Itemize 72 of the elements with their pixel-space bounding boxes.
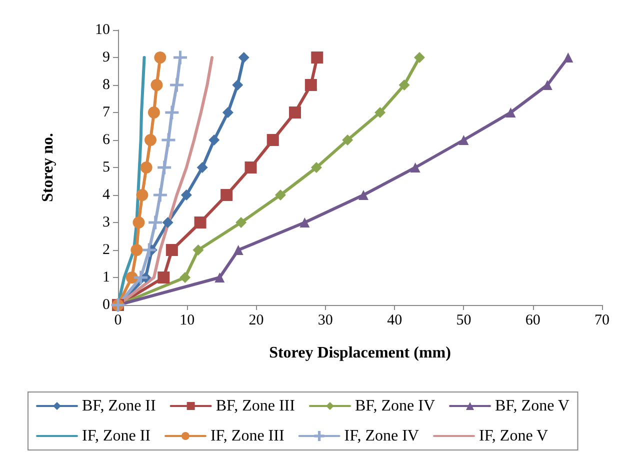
point [342, 134, 354, 146]
point [166, 244, 178, 256]
point [148, 106, 160, 118]
x-axis-title: Storey Displacement (mm) [269, 344, 451, 362]
y-tick-label: 10 [95, 22, 110, 38]
point [126, 272, 138, 284]
point [266, 134, 279, 146]
point [194, 216, 206, 228]
point [232, 80, 244, 90]
point [244, 162, 257, 174]
x-tick-label: 60 [525, 312, 540, 328]
point [563, 52, 574, 62]
point [220, 189, 233, 201]
legend-label: IF, Zone III [210, 428, 284, 444]
legend-label: BF, Zone II [82, 398, 156, 414]
x-tick-label: 50 [456, 312, 472, 328]
point [214, 272, 225, 282]
y-tick-label: 0 [102, 297, 110, 313]
point [414, 52, 425, 63]
x-tick-label: 20 [248, 312, 264, 328]
y-tick-label: 5 [102, 160, 110, 176]
point [140, 162, 152, 174]
point [304, 79, 317, 91]
point [289, 106, 302, 118]
point [410, 162, 420, 172]
y-tick-label: 2 [102, 242, 110, 258]
y-tick-label: 3 [102, 214, 110, 230]
point [192, 244, 204, 256]
point [542, 80, 552, 90]
y-tick-label: 4 [102, 187, 110, 203]
point [222, 107, 234, 118]
point [154, 52, 166, 64]
legend-label: BF, Zone V [495, 398, 570, 414]
legend-label: IF, Zone IV [344, 428, 420, 444]
point [162, 217, 174, 228]
point [398, 80, 410, 90]
y-tick-label: 9 [102, 50, 110, 66]
point [180, 272, 191, 283]
point [274, 190, 286, 200]
legend-label: IF, Zone II [82, 428, 150, 444]
legend-label: BF, Zone III [216, 398, 295, 414]
point [132, 216, 145, 228]
point [458, 135, 469, 145]
y-tick-label: 6 [102, 132, 110, 148]
y-tick-label: 8 [102, 77, 110, 93]
y-axis-title: Storey no. [40, 132, 56, 202]
point [311, 52, 324, 64]
point [233, 245, 244, 255]
legend-label: IF, Zone V [478, 428, 549, 444]
point [158, 272, 170, 284]
point [238, 52, 250, 63]
y-tick-label: 7 [102, 104, 110, 120]
point [300, 218, 310, 228]
point [208, 134, 220, 146]
point [144, 134, 156, 146]
point [180, 190, 192, 200]
x-tick-label: 30 [318, 312, 333, 328]
point [136, 189, 148, 201]
point [506, 108, 516, 118]
point [358, 190, 368, 200]
x-tick-label: 10 [180, 312, 195, 328]
y-tick-label: 1 [102, 270, 110, 286]
x-tick-label: 0 [114, 312, 122, 328]
point [310, 162, 322, 173]
point [374, 107, 386, 118]
x-tick-label: 40 [387, 312, 402, 328]
point [196, 162, 208, 173]
point [236, 217, 247, 228]
point [130, 244, 143, 256]
x-tick-label: 70 [594, 312, 610, 328]
legend-label: BF, Zone IV [354, 398, 436, 414]
point [150, 79, 163, 91]
